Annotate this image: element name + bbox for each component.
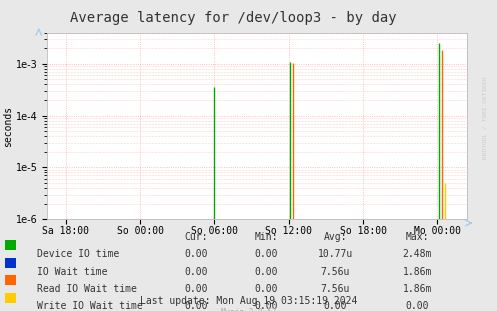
Text: 0.00: 0.00 — [324, 301, 347, 311]
Text: 0.00: 0.00 — [254, 284, 278, 294]
Text: Last update: Mon Aug 19 03:15:19 2024: Last update: Mon Aug 19 03:15:19 2024 — [140, 296, 357, 306]
Text: 0.00: 0.00 — [184, 284, 208, 294]
Text: 2.48m: 2.48m — [403, 249, 432, 259]
Text: IO Wait time: IO Wait time — [37, 267, 108, 276]
Text: Max:: Max: — [406, 232, 429, 242]
Text: 0.00: 0.00 — [254, 249, 278, 259]
Text: Min:: Min: — [254, 232, 278, 242]
Text: 0.00: 0.00 — [184, 249, 208, 259]
Text: 0.00: 0.00 — [406, 301, 429, 311]
Text: Read IO Wait time: Read IO Wait time — [37, 284, 137, 294]
Text: Avg:: Avg: — [324, 232, 347, 242]
Text: 7.56u: 7.56u — [321, 267, 350, 276]
Text: RRDTOOL / TOBI OETIKER: RRDTOOL / TOBI OETIKER — [482, 77, 487, 160]
Text: 0.00: 0.00 — [254, 301, 278, 311]
Text: 1.86m: 1.86m — [403, 284, 432, 294]
Text: 1.86m: 1.86m — [403, 267, 432, 276]
Text: 0.00: 0.00 — [184, 301, 208, 311]
Text: Write IO Wait time: Write IO Wait time — [37, 301, 143, 311]
Y-axis label: seconds: seconds — [3, 105, 13, 146]
Text: Device IO time: Device IO time — [37, 249, 119, 259]
Text: 10.77u: 10.77u — [318, 249, 353, 259]
Text: Munin 2.0.57: Munin 2.0.57 — [221, 308, 276, 311]
Text: 0.00: 0.00 — [184, 267, 208, 276]
Text: 7.56u: 7.56u — [321, 284, 350, 294]
Text: 0.00: 0.00 — [254, 267, 278, 276]
Text: Cur:: Cur: — [184, 232, 208, 242]
Text: Average latency for /dev/loop3 - by day: Average latency for /dev/loop3 - by day — [70, 11, 397, 25]
